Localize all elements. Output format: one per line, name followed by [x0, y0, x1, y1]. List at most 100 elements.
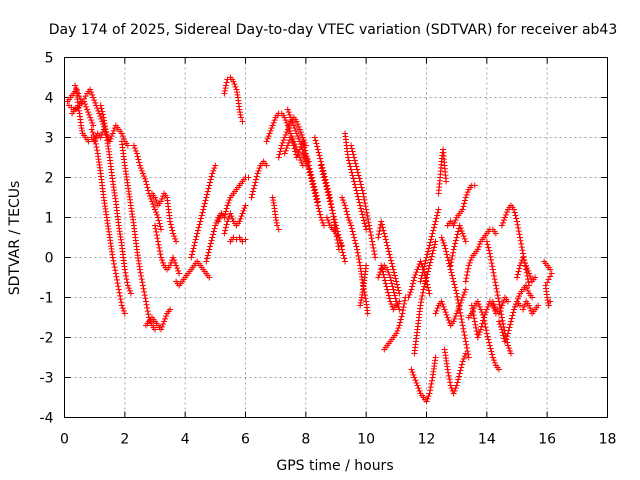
data-point — [364, 310, 371, 317]
data-point — [454, 293, 461, 300]
data-point — [191, 239, 198, 246]
data-point — [510, 206, 517, 213]
data-point — [318, 217, 325, 224]
data-point — [216, 215, 223, 222]
data-point — [283, 129, 290, 136]
data-point — [499, 329, 506, 336]
data-point — [282, 147, 289, 154]
data-point — [491, 303, 498, 310]
data-point — [87, 114, 94, 121]
data-point — [355, 196, 362, 203]
data-point — [387, 298, 394, 305]
data-point — [461, 289, 468, 296]
data-point — [478, 323, 485, 330]
data-point — [394, 281, 401, 288]
data-point — [389, 263, 396, 270]
data-point — [527, 273, 534, 280]
data-point — [452, 385, 459, 392]
data-point — [222, 211, 229, 218]
data-point — [423, 254, 430, 261]
data-point — [201, 203, 208, 210]
data-point — [460, 325, 467, 332]
data-point — [435, 206, 442, 213]
data-point — [416, 387, 423, 394]
data-point — [360, 214, 367, 221]
data-point — [273, 219, 280, 226]
data-point — [545, 302, 552, 309]
data-point — [310, 184, 317, 191]
data-point — [357, 302, 364, 309]
data-point — [263, 138, 270, 145]
data-point — [423, 398, 430, 405]
data-point — [158, 198, 165, 205]
data-point — [287, 134, 294, 141]
data-point — [399, 310, 406, 317]
data-point — [356, 175, 363, 182]
data-point — [215, 218, 222, 225]
data-point — [175, 267, 182, 274]
data-point — [227, 210, 234, 217]
data-point — [324, 189, 331, 196]
data-point — [357, 178, 364, 185]
data-point — [236, 109, 243, 116]
data-point — [83, 103, 90, 110]
data-point — [111, 264, 118, 271]
data-point — [156, 244, 163, 251]
data-point — [348, 166, 355, 173]
data-point — [366, 225, 373, 232]
data-point — [517, 262, 524, 269]
data-point — [224, 218, 231, 225]
data-point — [331, 216, 338, 223]
data-point — [325, 192, 332, 199]
data-point — [145, 187, 152, 194]
data-point — [444, 314, 451, 321]
data-point — [339, 242, 346, 249]
data-point — [276, 151, 283, 158]
data-point — [514, 271, 521, 278]
data-point — [513, 215, 520, 222]
data-point — [443, 251, 450, 258]
data-point — [422, 277, 429, 284]
data-point — [407, 289, 414, 296]
data-point — [488, 260, 495, 267]
data-point — [427, 259, 434, 266]
data-point — [428, 380, 435, 387]
data-point — [388, 277, 395, 284]
data-point — [88, 126, 95, 133]
data-point — [418, 296, 425, 303]
data-point — [463, 344, 470, 351]
data-point — [511, 209, 518, 216]
data-point — [505, 327, 512, 334]
data-point — [455, 300, 462, 307]
data-point — [76, 93, 83, 100]
data-point — [459, 206, 466, 213]
data-point — [252, 179, 259, 186]
data-point — [379, 224, 386, 231]
data-point — [298, 159, 305, 166]
data-point — [74, 87, 81, 94]
data-point — [290, 122, 297, 129]
data-point — [210, 167, 217, 174]
x-tick-label: 8 — [301, 432, 310, 448]
data-point — [90, 122, 97, 129]
x-tick-label: 12 — [418, 432, 436, 448]
data-point — [451, 243, 458, 250]
x-tick-label: 0 — [60, 432, 69, 448]
data-point — [152, 326, 158, 333]
data-point — [211, 225, 218, 232]
data-point — [462, 194, 469, 201]
data-point — [495, 298, 502, 305]
data-point — [204, 191, 211, 198]
data-point — [434, 209, 441, 216]
data-point — [239, 210, 246, 217]
data-point — [313, 140, 320, 147]
data-point — [325, 219, 332, 226]
data-point — [79, 127, 86, 134]
data-point — [287, 114, 294, 121]
data-point — [510, 306, 517, 313]
data-point — [450, 222, 457, 229]
data-point — [457, 367, 464, 374]
data-point — [256, 165, 263, 172]
data-point — [501, 214, 508, 221]
data-point — [429, 230, 436, 237]
